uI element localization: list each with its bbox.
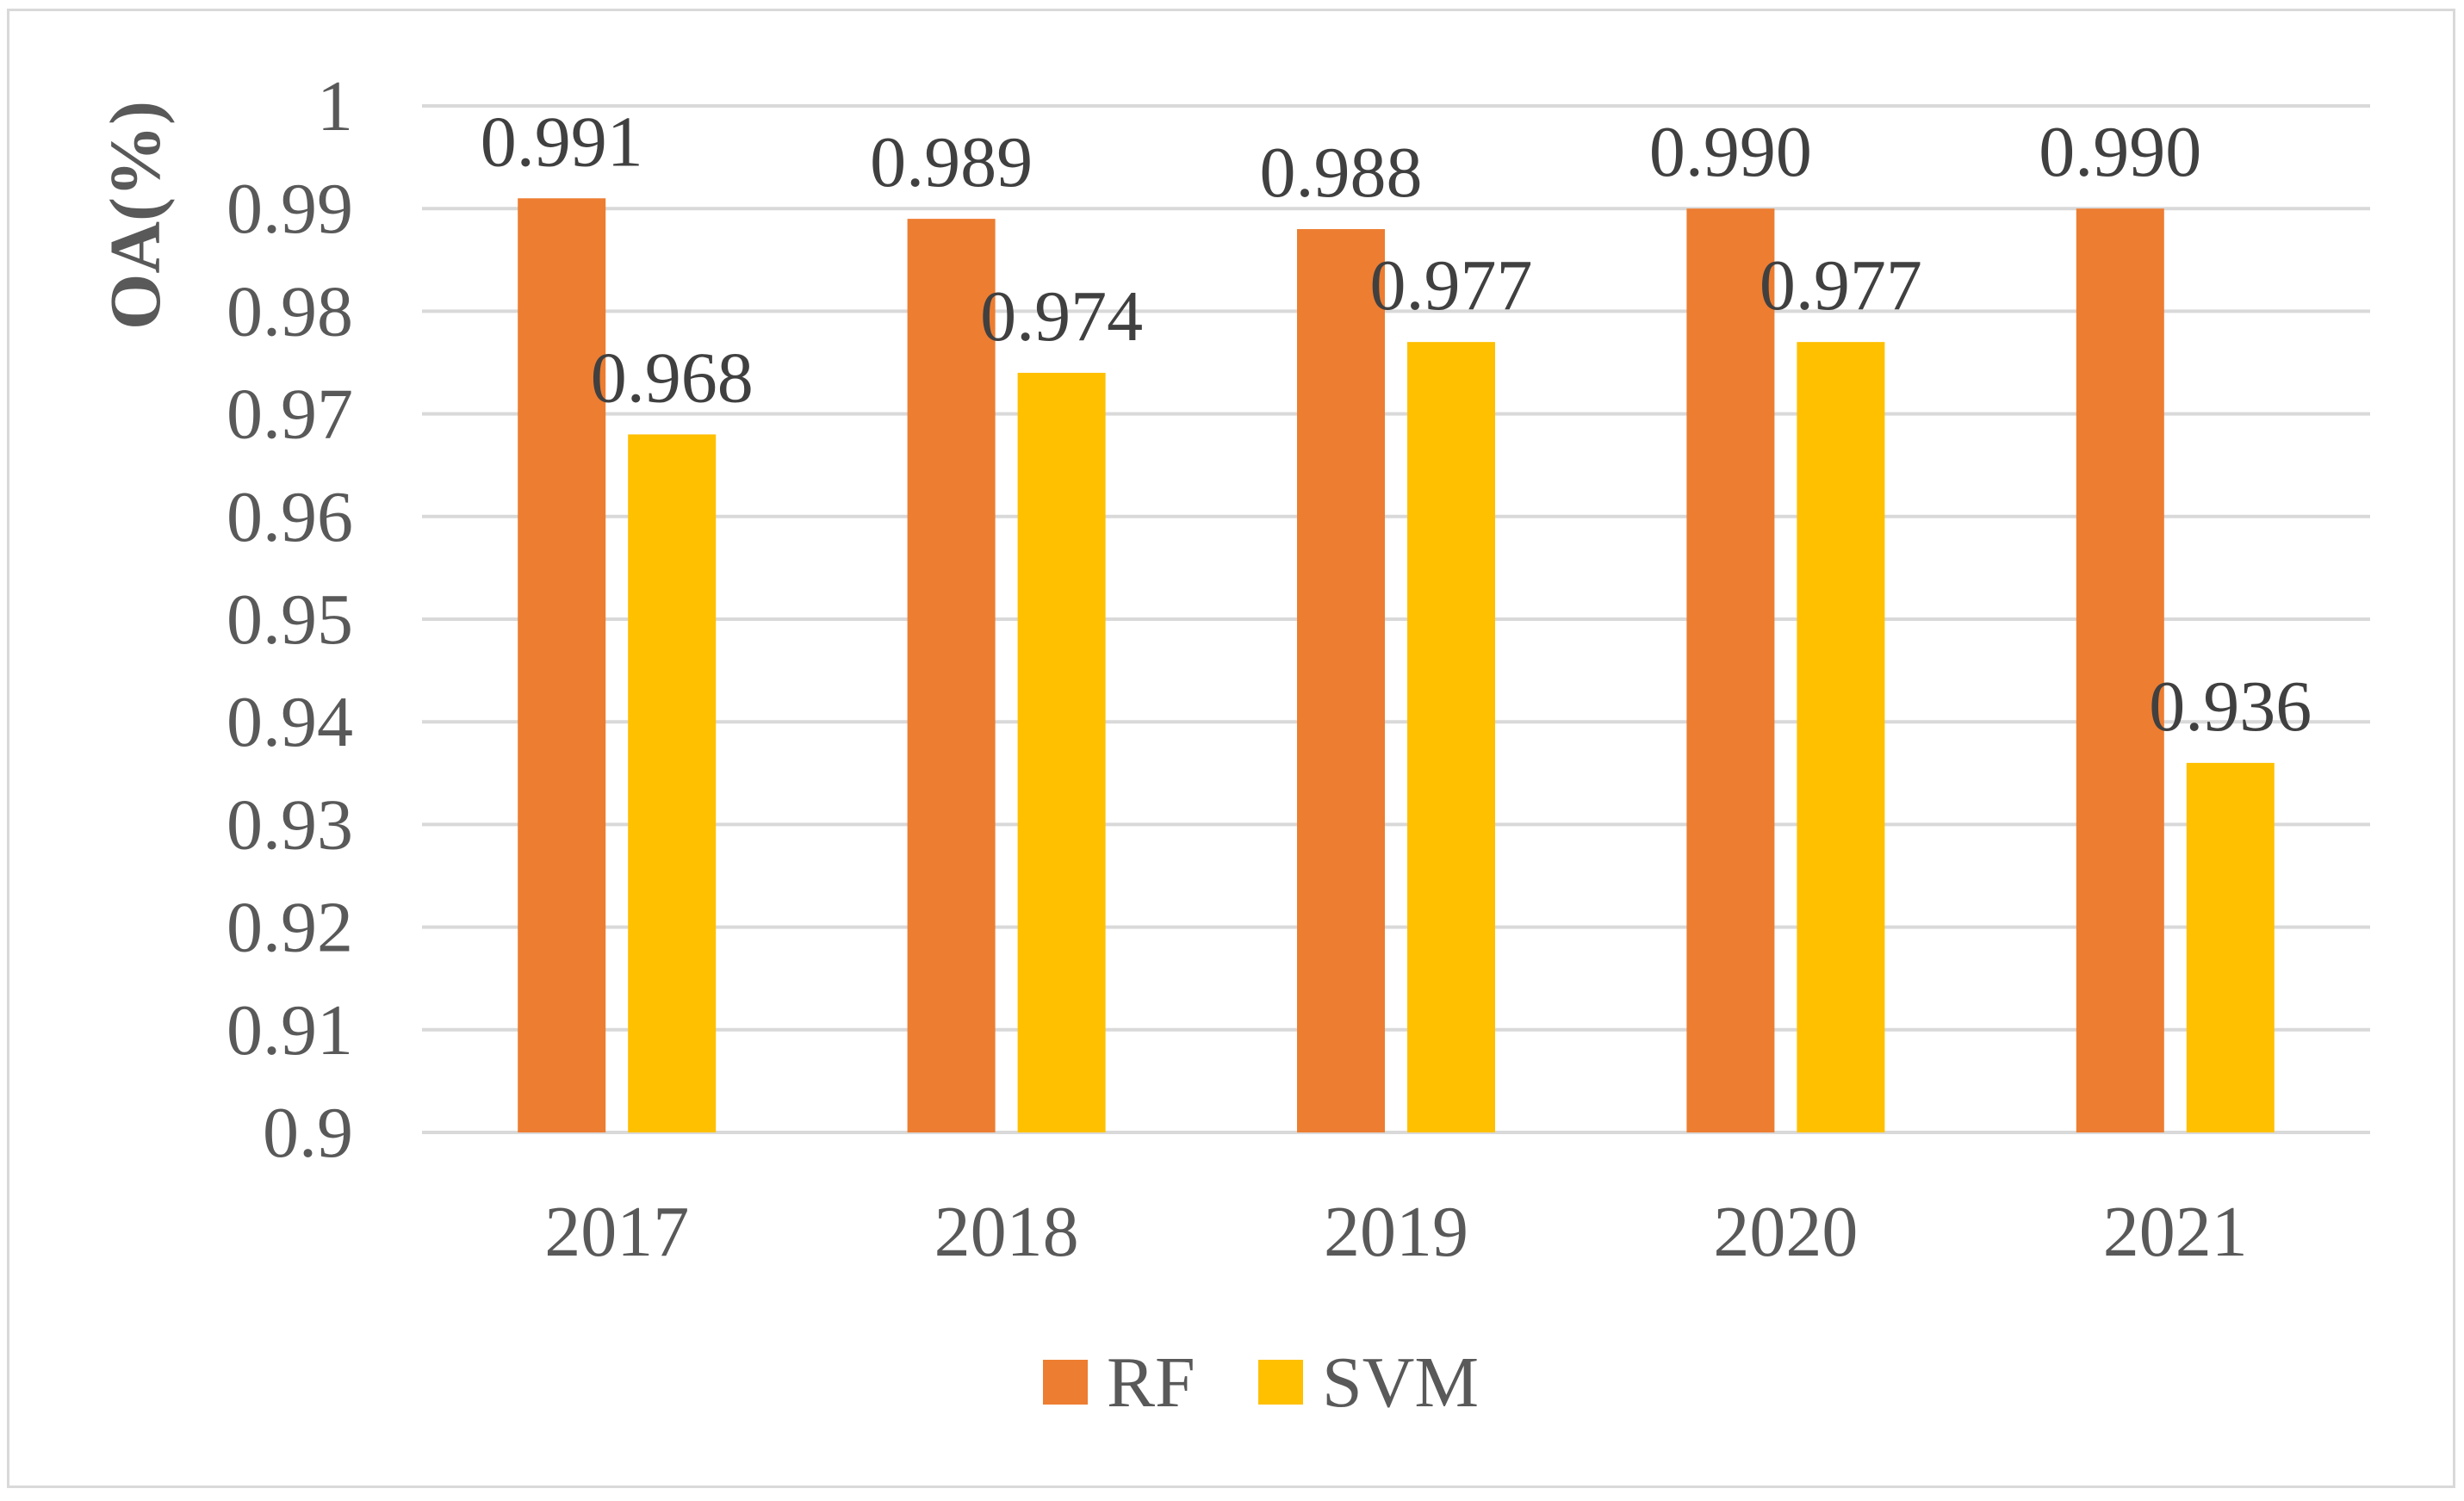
y-tick-label: 0.96: [227, 477, 353, 557]
data-label-rf-2018: 0.989: [870, 122, 1033, 202]
x-tick-label: 2020: [1713, 1192, 1858, 1272]
bar-svm-2018: [1017, 372, 1106, 1132]
bar-svm-2021: [2186, 762, 2275, 1132]
y-tick-label: 0.91: [227, 990, 353, 1070]
data-label-svm-2020: 0.977: [1760, 245, 1922, 326]
x-tick-label: 2019: [1324, 1192, 1468, 1272]
gridlines: [422, 104, 2370, 1134]
legend-label-rf: RF: [1107, 1343, 1195, 1423]
y-tick-label: 0.92: [227, 888, 353, 968]
y-axis-ticks: 0.9 0.91 0.92 0.93 0.94 0.95 0.96 0.97 0.98 0.99 1: [227, 66, 353, 1173]
data-labels: 0.991 0.968 0.989 0.974 0.988 0.977 0.990 0.977…: [481, 102, 2312, 747]
bar-svm-2017: [628, 434, 717, 1132]
x-tick-label: 2017: [544, 1192, 689, 1272]
bar-rf-2018: [907, 219, 996, 1132]
legend-swatch-svm: [1258, 1360, 1303, 1405]
data-label-svm-2021: 0.936: [2149, 667, 2312, 747]
bar-svm-2019: [1407, 342, 1495, 1132]
y-tick-label: 0.99: [227, 169, 353, 249]
legend-swatch-rf: [1043, 1360, 1088, 1405]
legend-label-svm: SVM: [1322, 1343, 1479, 1423]
y-tick-label: 0.93: [227, 785, 353, 865]
legend: RF SVM: [1043, 1343, 1479, 1423]
data-label-svm-2018: 0.974: [980, 276, 1143, 357]
y-axis-title: OA(%): [96, 101, 176, 330]
bar-svm-2020: [1797, 342, 1885, 1132]
data-label-rf-2020: 0.990: [1649, 112, 1812, 192]
data-label-rf-2017: 0.991: [481, 102, 643, 182]
x-tick-label: 2018: [934, 1192, 1079, 1272]
bar-rf-2021: [2076, 208, 2164, 1133]
y-tick-label: 0.98: [227, 271, 353, 351]
y-tick-label: 0.94: [227, 682, 353, 762]
bar-rf-2017: [518, 198, 606, 1132]
chart-frame: [7, 9, 2455, 1488]
bar-rf-2019: [1297, 229, 1385, 1132]
y-tick-label: 0.97: [227, 375, 353, 455]
x-tick-label: 2021: [2103, 1192, 2248, 1272]
data-label-svm-2017: 0.968: [591, 338, 754, 418]
y-tick-label: 1: [317, 66, 353, 146]
y-tick-label: 0.9: [263, 1093, 353, 1173]
y-tick-label: 0.95: [227, 580, 353, 660]
data-label-rf-2021: 0.990: [2039, 112, 2201, 192]
data-label-svm-2019: 0.977: [1370, 245, 1533, 326]
bars: [518, 198, 2275, 1133]
bar-rf-2020: [1686, 208, 1775, 1133]
x-axis-ticks: 2017 2018 2019 2020 2021: [544, 1192, 2248, 1272]
data-label-rf-2019: 0.988: [1260, 133, 1423, 213]
